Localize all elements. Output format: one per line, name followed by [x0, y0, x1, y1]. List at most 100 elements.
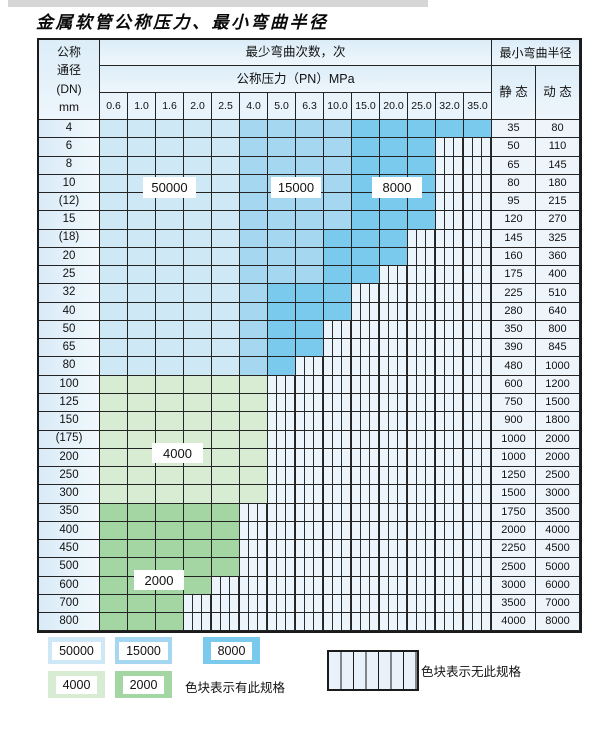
spec-cell — [324, 138, 352, 157]
spec-cell — [436, 211, 464, 230]
spec-cell — [212, 211, 240, 230]
min-radius-header: 最小弯曲半径 — [492, 40, 580, 66]
spec-cell — [464, 339, 492, 358]
spec-cell — [324, 485, 352, 504]
spec-cell — [324, 540, 352, 559]
dn-row-label: 800 — [39, 613, 100, 632]
spec-cell — [408, 503, 436, 522]
spec-cell — [324, 375, 352, 394]
spec-cell — [380, 120, 408, 139]
spec-cell — [436, 430, 464, 449]
dynamic-value: 80 — [536, 120, 580, 139]
spec-cell — [100, 266, 128, 285]
spec-cell — [352, 357, 380, 376]
spec-cell — [464, 576, 492, 595]
static-value: 35 — [492, 120, 536, 139]
spec-cell — [156, 357, 184, 376]
dn-column-header: 公称 通径 (DN) mm — [39, 40, 100, 120]
spec-cell — [352, 138, 380, 157]
spec-cell — [268, 558, 296, 577]
pressure-tick: 10.0 — [324, 93, 352, 120]
dn-row-label: 700 — [39, 594, 100, 614]
spec-cell — [352, 503, 380, 522]
spec-cell — [268, 412, 296, 431]
spec-cell — [436, 357, 464, 376]
spec-cell — [380, 412, 408, 431]
spec-cell — [352, 284, 380, 303]
spec-cell — [380, 138, 408, 157]
spec-cell — [240, 156, 268, 175]
dynamic-value: 845 — [536, 339, 580, 358]
dn-row-label: 500 — [39, 558, 100, 577]
spec-cell — [464, 156, 492, 175]
spec-cell — [240, 412, 268, 431]
spec-cell — [184, 576, 212, 595]
dynamic-column-header: 动 态 — [536, 66, 580, 120]
spec-cell — [184, 393, 212, 413]
dynamic-value: 180 — [536, 174, 580, 194]
spec-cell — [296, 521, 324, 541]
spec-cell — [352, 430, 380, 449]
dn-row-label: 150 — [39, 412, 100, 431]
spec-cell — [296, 503, 324, 522]
spec-cell — [100, 467, 128, 486]
dynamic-value: 1800 — [536, 412, 580, 431]
legend-chip-15000: 15000 — [115, 637, 172, 664]
spec-cell — [128, 485, 156, 504]
spec-cell — [324, 320, 352, 340]
spec-cell — [156, 138, 184, 157]
spec-cell — [464, 558, 492, 577]
spec-cell — [380, 247, 408, 267]
spec-cell — [408, 412, 436, 431]
legend-chip-label: 2000 — [122, 675, 165, 694]
spec-cell — [436, 521, 464, 541]
dynamic-value: 2000 — [536, 448, 580, 468]
legend-chip-2000: 2000 — [115, 671, 172, 698]
spec-cell — [324, 284, 352, 303]
spec-cell — [212, 247, 240, 267]
spec-cell — [100, 503, 128, 522]
spec-cell — [212, 467, 240, 486]
spec-cell — [352, 558, 380, 577]
spec-cell — [464, 594, 492, 614]
spec-cell — [268, 302, 296, 321]
spec-cell — [296, 229, 324, 248]
spec-cell — [408, 138, 436, 157]
legend-chip-4000: 4000 — [48, 671, 105, 698]
spec-cell — [436, 320, 464, 340]
spec-cell — [380, 467, 408, 486]
spec-cell — [268, 138, 296, 157]
spec-cell — [156, 284, 184, 303]
region-label-50000: 50000 — [143, 177, 196, 198]
static-value: 4000 — [492, 613, 536, 632]
static-value: 120 — [492, 211, 536, 230]
spec-cell — [100, 540, 128, 559]
spec-cell — [100, 375, 128, 394]
spec-cell — [324, 156, 352, 175]
dn-row-label: 8 — [39, 156, 100, 175]
spec-cell — [408, 266, 436, 285]
spec-cell — [296, 485, 324, 504]
spec-cell — [464, 485, 492, 504]
static-value: 600 — [492, 375, 536, 394]
dn-row-label: 40 — [39, 302, 100, 321]
spec-cell — [100, 174, 128, 194]
spec-cell — [240, 138, 268, 157]
spec-cell — [212, 375, 240, 394]
dynamic-value: 3000 — [536, 485, 580, 504]
spec-cell — [128, 430, 156, 449]
spec-cell — [156, 540, 184, 559]
spec-cell — [100, 211, 128, 230]
spec-cell — [380, 302, 408, 321]
spec-cell — [408, 120, 436, 139]
spec-cell — [156, 302, 184, 321]
spec-cell — [100, 302, 128, 321]
spec-cell — [212, 485, 240, 504]
dn-row-label: 125 — [39, 393, 100, 413]
spec-cell — [184, 540, 212, 559]
region-label-8000: 8000 — [372, 177, 422, 198]
spec-cell — [268, 211, 296, 230]
dynamic-value: 640 — [536, 302, 580, 321]
spec-cell — [436, 485, 464, 504]
spec-cell — [184, 320, 212, 340]
